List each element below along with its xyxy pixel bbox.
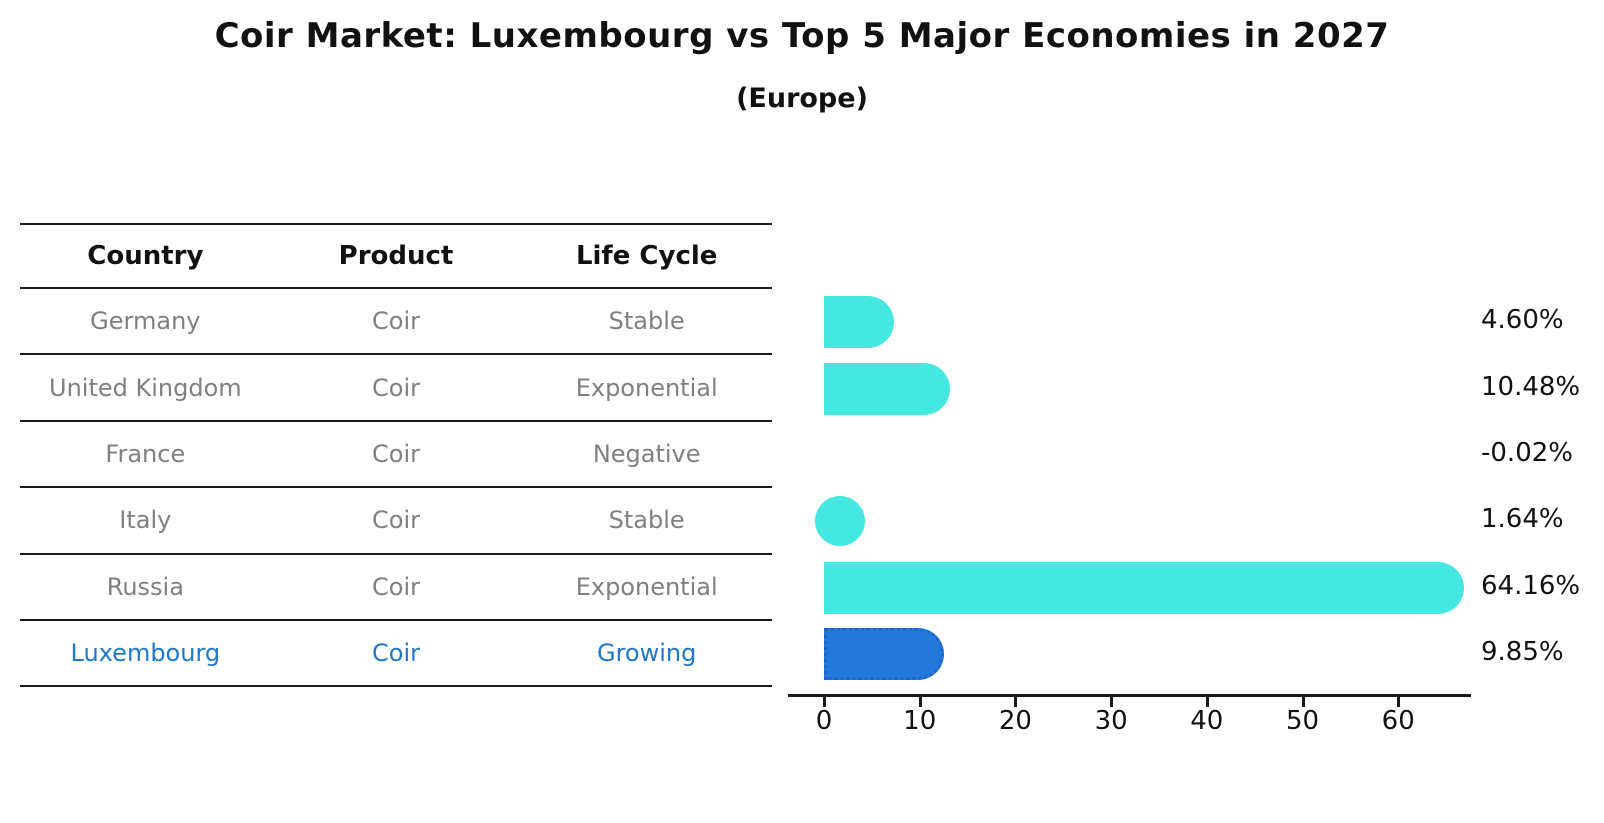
table-row-germany: Germany Coir Stable [20,289,772,356]
table-header-row: Country Product Life Cycle [20,225,772,289]
value-label-italy: 1.64% [1481,504,1564,535]
table-cell-lifecycle: Exponential [575,572,718,601]
table-cell-product: Coir [372,572,420,601]
bar-italy [814,496,865,547]
table-cell-lifecycle: Exponential [575,373,718,402]
x-tick-40 [1205,696,1209,707]
value-label-united-kingdom: 10.48% [1481,371,1581,402]
table-cell-country: France [105,439,186,468]
value-label-luxembourg: 9.85% [1481,637,1564,668]
table-cell-lifecycle: Stable [608,506,685,535]
country-table: Country Product Life Cycle Germany Coir St… [20,223,772,688]
x-tick-label-30: 30 [1094,706,1128,736]
x-tick-50 [1301,696,1305,707]
bar-united-kingdom [824,362,951,415]
x-tick-20 [1014,696,1018,707]
bar-germany [824,296,895,349]
bar-highlight-luxembourg [824,628,945,681]
value-label-russia: 64.16% [1481,570,1581,601]
bar-russia [824,561,1465,614]
table-cell-country: Russia [106,572,184,601]
table-header-country: Country [87,241,204,271]
table-cell-country: Germany [90,307,201,336]
table-header-lifecycle: Life Cycle [575,241,718,271]
x-tick-label-0: 0 [815,706,833,736]
table-row-united-kingdom: United Kingdom Coir Exponential [20,355,772,422]
x-tick-0 [823,696,826,707]
table-cell-product: Coir [372,307,420,336]
x-tick-label-60: 60 [1381,706,1415,736]
x-tick-label-20: 20 [998,706,1032,736]
table-cell-lifecycle: Growing [596,639,697,668]
table-row-italy: Italy Coir Stable [20,488,772,555]
table-cell-country: Italy [119,506,172,535]
chart-title: Coir Market: Luxembourg vs Top 5 Major E… [214,16,1390,56]
table-row-russia: Russia Coir Exponential [20,555,772,621]
table-cell-country: Luxembourg [70,639,221,668]
value-label-germany: 4.60% [1481,305,1564,336]
table-cell-product: Coir [372,639,420,668]
table-cell-product: Coir [372,373,420,402]
table-row-france: France Coir Negative [20,422,772,489]
x-tick-label-40: 40 [1190,706,1224,736]
table-cell-product: Coir [372,506,420,535]
chart-subtitle: (Europe) [736,83,868,114]
table-cell-lifecycle: Negative [592,439,701,468]
x-tick-label-50: 50 [1285,706,1320,736]
table-cell-country: United Kingdom [49,373,242,402]
x-tick-10 [918,696,922,707]
value-label-france: -0.02% [1481,438,1573,468]
table-cell-lifecycle: Stable [608,307,685,336]
table-header-product: Product [338,241,454,271]
x-tick-30 [1110,696,1114,707]
table-row-luxembourg: Luxembourg Coir Growing [20,621,772,688]
x-tick-label-10: 10 [903,706,937,736]
table-cell-product: Coir [372,439,420,468]
x-tick-60 [1397,696,1401,707]
x-axis-line [788,694,1471,697]
